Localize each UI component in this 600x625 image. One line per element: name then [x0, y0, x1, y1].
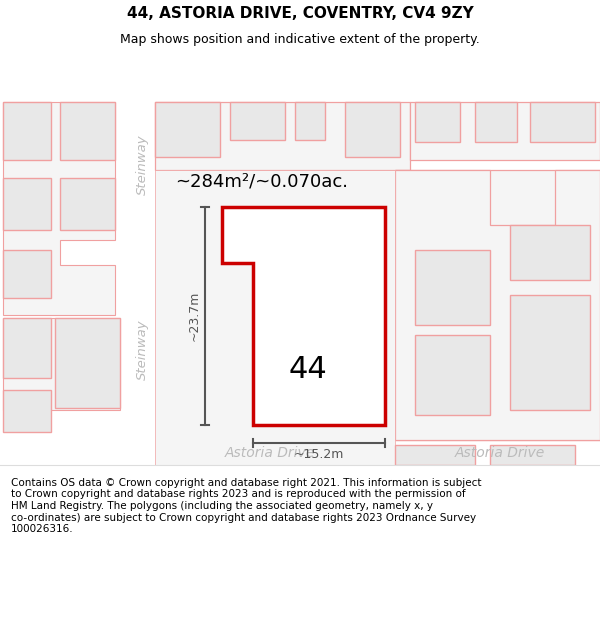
Bar	[3, 390, 51, 432]
Bar	[415, 335, 490, 415]
Text: Astoria Drive: Astoria Drive	[455, 446, 545, 460]
Text: 44, ASTORIA DRIVE, COVENTRY, CV4 9ZY: 44, ASTORIA DRIVE, COVENTRY, CV4 9ZY	[127, 6, 473, 21]
Polygon shape	[222, 207, 385, 425]
Bar	[155, 102, 220, 157]
Text: ~23.7m: ~23.7m	[187, 291, 200, 341]
Text: Contains OS data © Crown copyright and database right 2021. This information is : Contains OS data © Crown copyright and d…	[11, 478, 481, 534]
Bar	[3, 178, 51, 230]
Bar	[510, 295, 590, 410]
Polygon shape	[155, 102, 410, 170]
Bar	[345, 102, 400, 157]
Polygon shape	[3, 102, 115, 315]
Text: ~284m²/~0.070ac.: ~284m²/~0.070ac.	[175, 173, 348, 191]
Bar	[490, 445, 575, 465]
Bar	[510, 225, 590, 280]
Bar	[3, 318, 51, 378]
Text: Map shows position and indicative extent of the property.: Map shows position and indicative extent…	[120, 32, 480, 46]
Bar	[295, 102, 325, 140]
Bar	[415, 250, 490, 325]
Bar	[60, 102, 115, 160]
Bar	[60, 178, 115, 230]
Polygon shape	[410, 102, 600, 160]
Bar	[3, 102, 51, 160]
Polygon shape	[3, 318, 120, 410]
Bar	[3, 250, 51, 298]
Bar	[155, 170, 395, 465]
Bar	[255, 320, 370, 420]
Polygon shape	[395, 170, 600, 440]
Text: Astoria Drive: Astoria Drive	[225, 446, 315, 460]
Bar	[415, 102, 460, 142]
Text: ~15.2m: ~15.2m	[294, 449, 344, 461]
Bar	[475, 102, 517, 142]
Text: Steinway: Steinway	[136, 319, 149, 380]
Bar	[55, 318, 120, 408]
Bar	[530, 102, 595, 142]
Text: 44: 44	[289, 356, 328, 384]
Text: Steinway: Steinway	[136, 134, 149, 195]
Bar	[395, 445, 475, 465]
Bar	[230, 102, 285, 140]
Polygon shape	[395, 170, 600, 440]
